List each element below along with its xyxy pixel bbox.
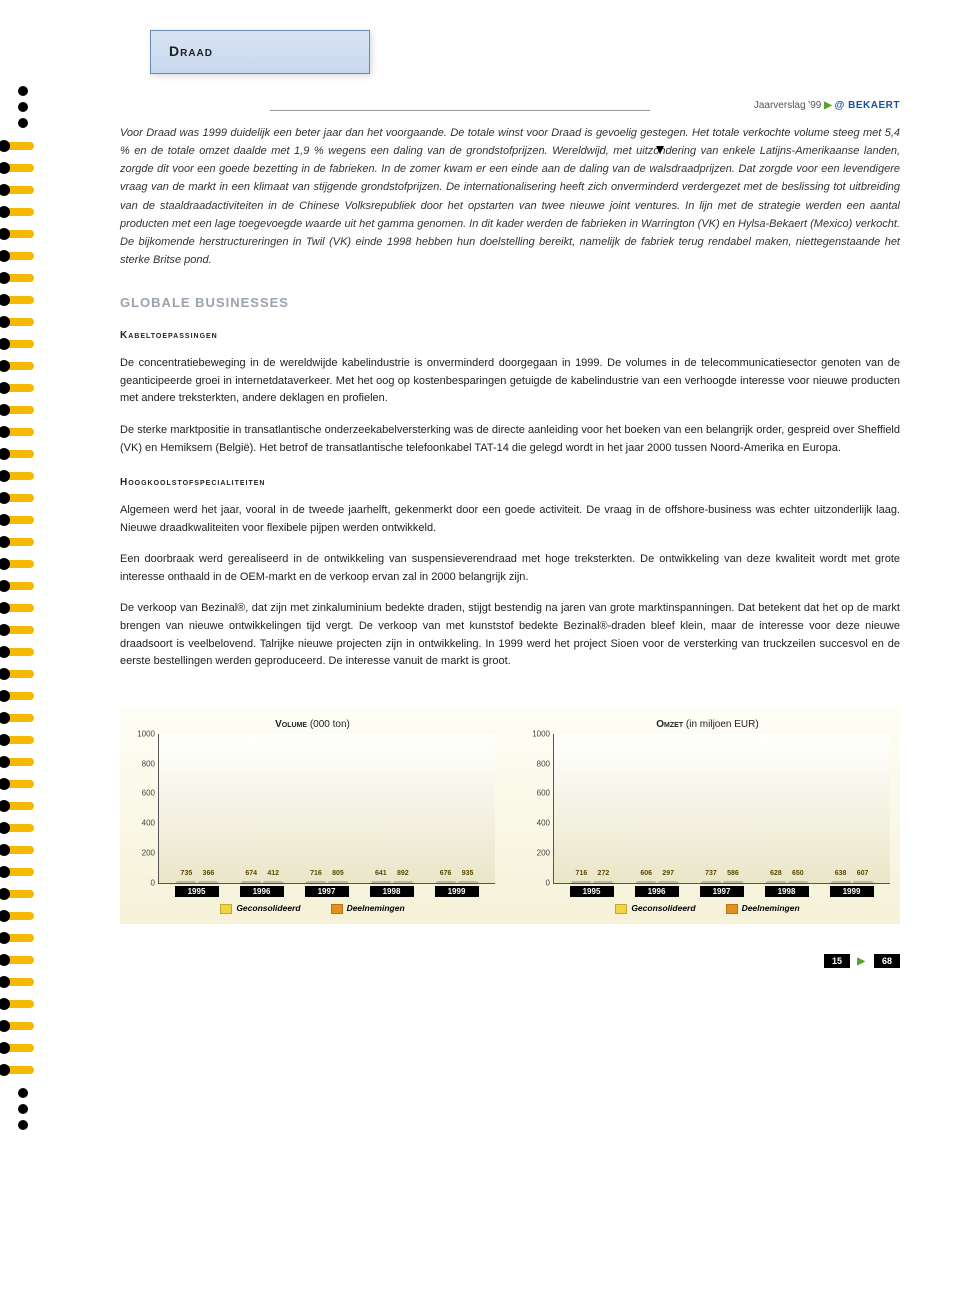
section-heading: GLOBALE BUSINESSES [120, 295, 900, 310]
chart-volume-xaxis: 19951996199719981999 [158, 884, 495, 897]
report-label: Jaarverslag '99 [754, 100, 822, 111]
chart-omzet-legend: Geconsolideerd Deelnemingen [525, 903, 890, 914]
swatch-participations [726, 904, 738, 914]
page-total: 68 [874, 954, 900, 968]
chart-volume-legend: Geconsolideerd Deelnemingen [130, 903, 495, 914]
swatch-consolidated [615, 904, 627, 914]
chart-volume-unit: (000 ton) [310, 719, 350, 730]
hoog-p1: Algemeen werd het jaar, vooral in de twe… [120, 502, 900, 537]
chart-omzet-unit: (in miljoen EUR) [686, 719, 759, 730]
charts-panel: Volume (000 ton) 02004006008001000735366… [120, 707, 900, 924]
subheading-kabel: Kabeltoepassingen [120, 330, 900, 341]
intro-paragraph: Voor Draad was 1999 duidelijk een beter … [120, 124, 900, 269]
swatch-consolidated [220, 904, 232, 914]
chart-omzet: Omzet (in miljoen EUR) 02004006008001000… [525, 719, 890, 914]
page-number: 15 [824, 954, 850, 968]
chart-volume-plot: 0200400600800100073536667441271680564189… [158, 734, 495, 884]
chart-omzet-plot: 0200400600800100071627260629773758662865… [553, 734, 890, 884]
legend-b: Deelnemingen [347, 903, 405, 913]
legend-a: Geconsolideerd [236, 903, 300, 913]
brand-symbol: @ [835, 100, 845, 111]
hoog-p3: De verkoop van Bezinal®, dat zijn met zi… [120, 600, 900, 670]
triangle-icon: ▶ [857, 956, 865, 967]
brand-name: BEKAERT [848, 100, 900, 111]
legend-a2: Geconsolideerd [631, 903, 695, 913]
kabel-p1: De concentratiebeweging in de wereldwijd… [120, 355, 900, 408]
swatch-participations [331, 904, 343, 914]
chart-volume: Volume (000 ton) 02004006008001000735366… [130, 719, 495, 914]
subheading-hoog: Hoogkoolstofspecialiteiten [120, 477, 900, 488]
header-rule [270, 110, 650, 111]
header-right: Jaarverslag '99 ▶ @ BEKAERT [754, 100, 900, 111]
chart-omzet-xaxis: 19951996199719981999 [553, 884, 890, 897]
section-title: Draad [169, 43, 213, 59]
chart-volume-title: Volume [275, 719, 307, 730]
legend-b2: Deelnemingen [742, 903, 800, 913]
triangle-icon: ▶ [824, 100, 832, 111]
chart-omzet-title: Omzet [656, 719, 683, 730]
footer: 15 ▶ 68 [120, 954, 900, 974]
section-title-box: Draad [150, 30, 370, 74]
kabel-p2: De sterke marktpositie in transatlantisc… [120, 422, 900, 457]
hoog-p2: Een doorbraak werd gerealiseerd in de on… [120, 551, 900, 586]
